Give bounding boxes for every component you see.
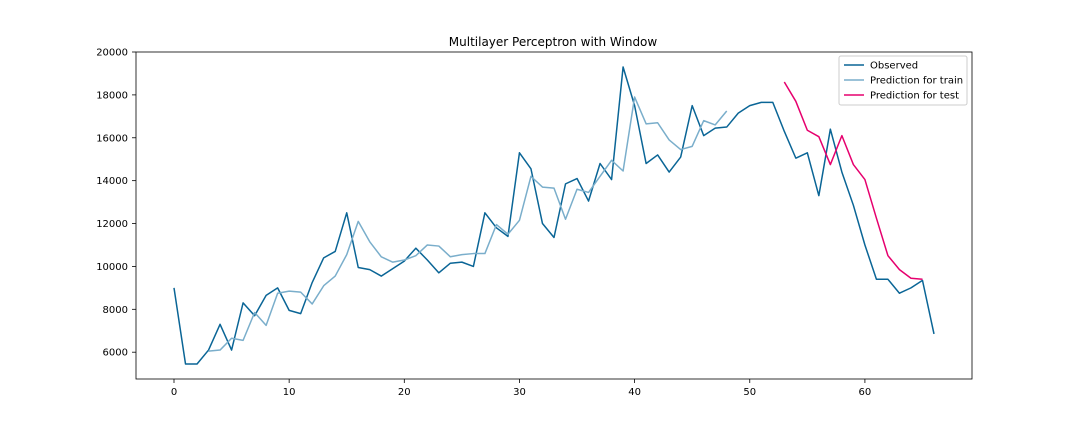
y-tick-label: 10000 bbox=[96, 262, 128, 273]
series-line-0 bbox=[173, 66, 935, 365]
x-tick-label: 50 bbox=[743, 387, 756, 398]
x-tick-label: 20 bbox=[398, 387, 411, 398]
x-tick-label: 0 bbox=[171, 387, 177, 398]
x-tick-label: 30 bbox=[513, 387, 526, 398]
y-tick-label: 20000 bbox=[96, 48, 128, 59]
plot-frame bbox=[135, 51, 973, 380]
legend: Observed Prediction for train Prediction f… bbox=[838, 55, 968, 106]
legend-label-2: Prediction for test bbox=[870, 91, 959, 102]
legend-label-1: Prediction for train bbox=[870, 76, 963, 87]
y-tick-label: 18000 bbox=[96, 90, 128, 101]
y-tick-label: 6000 bbox=[103, 348, 128, 359]
chart-title: Multilayer Perceptron with Window bbox=[449, 35, 658, 49]
legend-label-0: Observed bbox=[870, 61, 918, 72]
y-tick-label: 12000 bbox=[96, 219, 128, 230]
y-tick-label: 14000 bbox=[96, 176, 128, 187]
x-tick-label: 40 bbox=[628, 387, 641, 398]
y-tick-label: 16000 bbox=[96, 133, 128, 144]
y-tick-label: 8000 bbox=[103, 305, 128, 316]
plot-lines bbox=[173, 66, 935, 365]
series-line-1 bbox=[208, 96, 728, 352]
x-tick-label: 60 bbox=[859, 387, 872, 398]
series-line-2 bbox=[783, 81, 923, 281]
x-axis: 0 10 20 30 40 50 60 bbox=[171, 379, 871, 398]
x-tick-label: 10 bbox=[283, 387, 296, 398]
legend-box bbox=[838, 55, 968, 106]
y-axis: 6000 8000 10000 12000 14000 16000 18000 20000 bbox=[96, 48, 136, 359]
